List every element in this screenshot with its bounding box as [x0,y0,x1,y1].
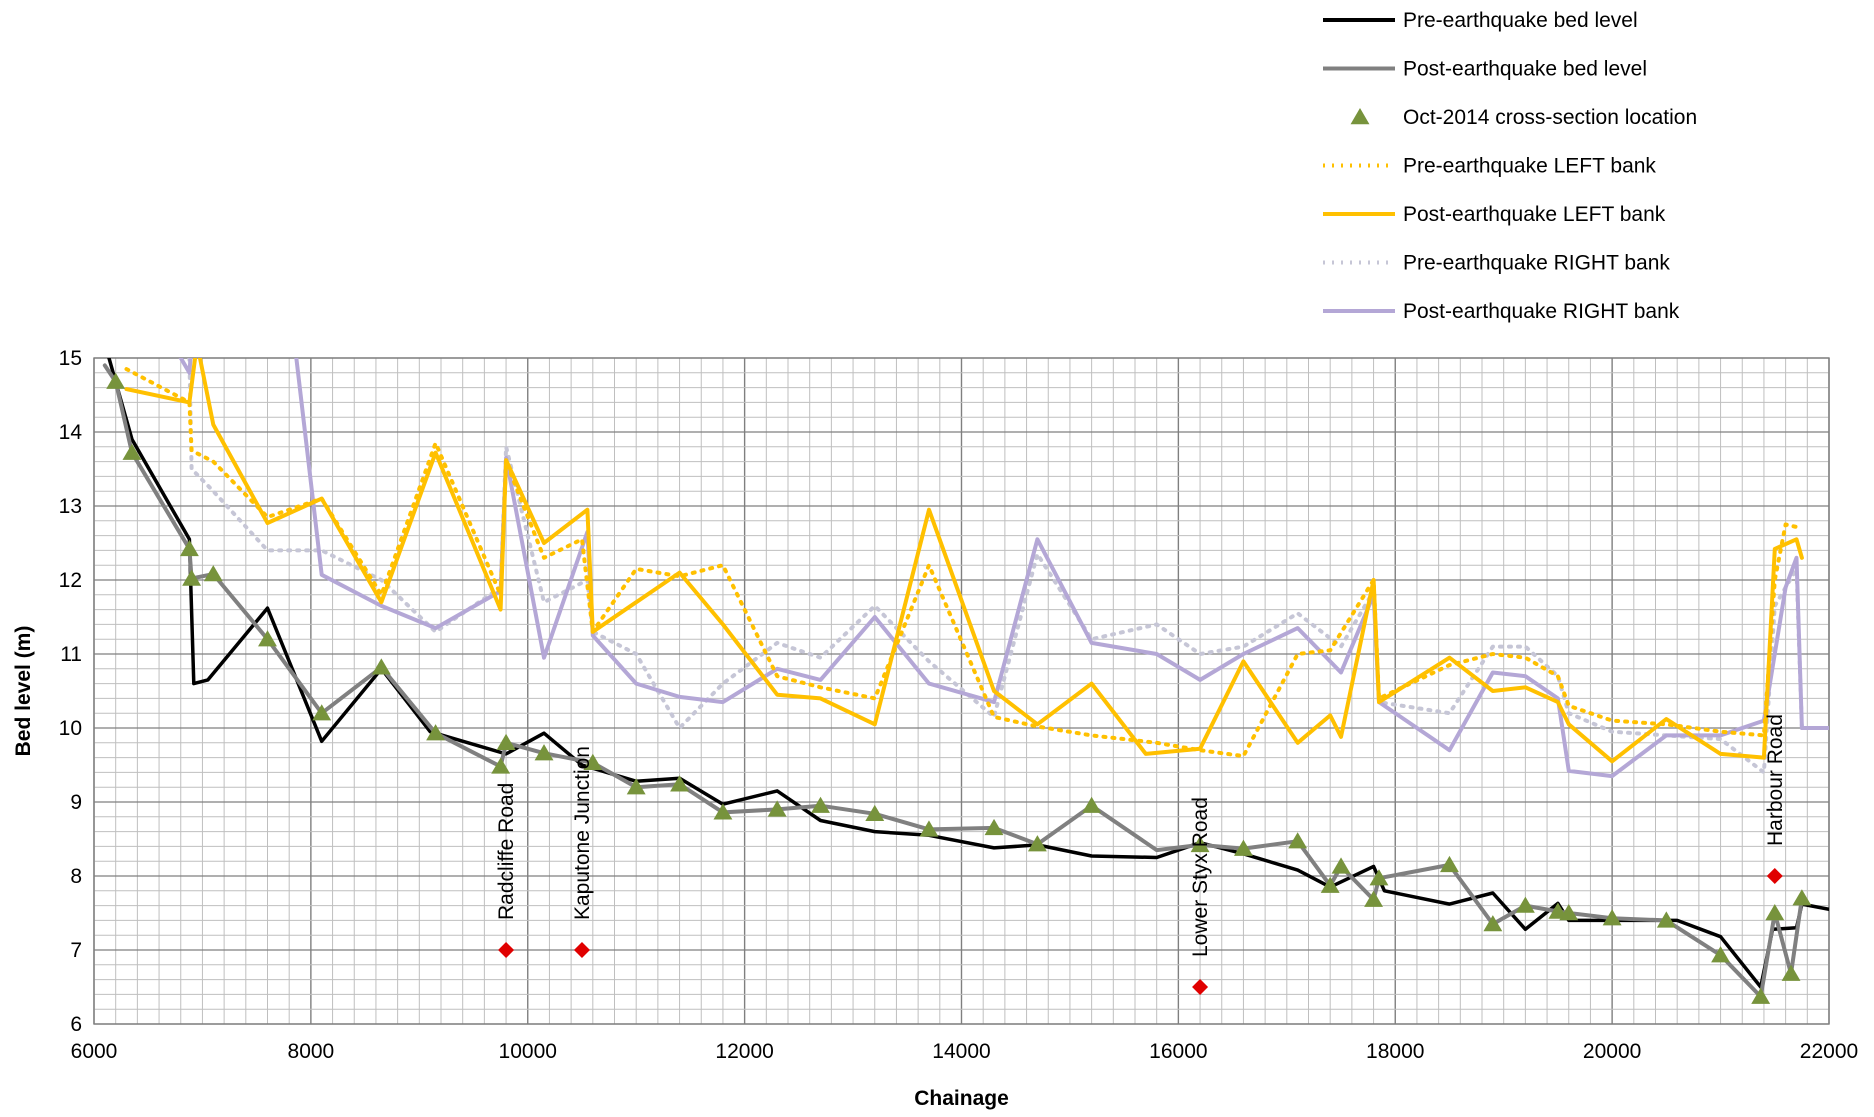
legend-label: Pre-earthquake RIGHT bank [1403,252,1670,275]
x-tick-label: 20000 [1583,1040,1641,1063]
cross-section-triangle [1765,904,1785,921]
y-tick-label: 10 [59,717,82,740]
cross-section-triangle [182,569,202,586]
cross-section-triangle [491,757,511,774]
cross-section-triangle [1483,915,1503,932]
cross-section-triangle [534,744,554,761]
cross-section-triangle [984,818,1004,836]
cross-section-triangle [1751,987,1771,1004]
legend-label: Post-earthquake RIGHT bank [1403,300,1680,323]
legend-label: Post-earthquake LEFT bank [1403,203,1666,226]
cross-section-triangle [1781,964,1801,981]
cross-section-triangle [1364,890,1384,907]
cross-section-triangle [1711,946,1731,963]
legend-label: Pre-earthquake LEFT bank [1403,155,1656,178]
x-tick-label: 14000 [932,1040,990,1063]
y-tick-label: 12 [59,569,82,592]
cross-section-triangle [1559,904,1579,921]
y-tick-label: 13 [59,495,82,518]
cross-section-triangle [258,630,277,647]
x-tick-label: 12000 [715,1040,773,1063]
annotation-layer: Radcliffe Road Kaputone Junction Lower Sty… [495,714,1787,995]
cross-section-triangle [1288,832,1308,849]
cross-section-triangle [1792,889,1812,906]
legend-label: Post-earthquake bed level [1403,58,1647,81]
cross-section-triangle [1082,796,1102,813]
grid-layer [93,357,1830,1025]
x-tick-label: 6000 [71,1040,118,1063]
cross-section-triangle [1233,839,1253,856]
cross-section-triangle [1190,835,1210,853]
y-tick-label: 14 [59,421,83,444]
cross-section-triangle [811,796,830,813]
y-tick-label: 8 [70,865,82,888]
annotation-label: Harbour Road [1764,714,1787,846]
cross-section-triangle [1320,876,1340,893]
series-layer [102,358,1829,999]
y-tick-label: 11 [60,643,82,666]
cross-section-triangle [1331,857,1351,874]
cross-section-triangle [203,565,223,582]
series-line-7 [178,358,1829,779]
y-tick-label: 15 [59,347,82,370]
cross-section-triangle [919,820,939,837]
marker-layer [106,372,1812,1004]
legend-layer: Pre-earthquake bed level Post-earthquake … [1323,9,1697,323]
cross-section-triangle [496,733,516,750]
series-line-5 [124,358,1804,764]
y-tick-label: 7 [70,939,82,962]
y-axis-title: Bed level (m) [12,626,35,757]
cross-section-triangle [179,539,199,557]
cross-section-triangle [767,800,787,817]
cross-section-triangle [713,803,733,820]
legend-label: Pre-earthquake bed level [1403,9,1638,32]
cross-section-triangle [1656,911,1676,928]
y-tick-label: 9 [70,791,82,814]
cross-section-triangle [1602,909,1622,926]
x-tick-label: 10000 [499,1040,557,1063]
cross-section-triangle [426,724,446,741]
annotation-diamond [1192,979,1209,995]
cross-section-triangle [1440,855,1459,873]
cross-section-triangle [122,443,142,460]
cross-section-triangle [865,804,885,822]
cross-section-triangle [626,778,646,795]
x-axis-title: Chainage [914,1087,1009,1110]
annotation-diamond [498,942,515,958]
annotation-label: Kaputone Junction [571,746,594,920]
legend-swatch-triangle [1350,108,1370,125]
annotation-diamond [573,942,590,958]
cross-section-triangle [583,753,603,770]
x-tick-label: 18000 [1366,1040,1424,1063]
series-line-4 [124,367,1804,759]
cross-section-triangle [106,372,126,389]
legend-label: Oct-2014 cross-section location [1403,106,1697,129]
series-line-6 [187,358,1829,775]
cross-section-triangle [670,775,690,792]
x-tick-label: 8000 [288,1040,335,1063]
axis-layer: 6000 8000 10000 12000 14000 16000 18000 20000 22… [59,347,1859,1063]
x-tick-label: 16000 [1149,1040,1207,1063]
annotation-diamond [1766,868,1783,884]
cross-section-triangle [312,704,332,721]
cross-section-triangle [1369,869,1389,886]
cross-section-triangle [1027,835,1047,852]
annotation-label: Lower Styx Road [1189,797,1212,957]
y-tick-label: 6 [70,1013,82,1036]
x-tick-label: 22000 [1800,1040,1858,1063]
cross-section-triangle [371,658,391,675]
cross-section-triangle [1515,896,1535,913]
plot-border [93,357,1830,1025]
annotation-label: Radcliffe Road [495,783,518,920]
